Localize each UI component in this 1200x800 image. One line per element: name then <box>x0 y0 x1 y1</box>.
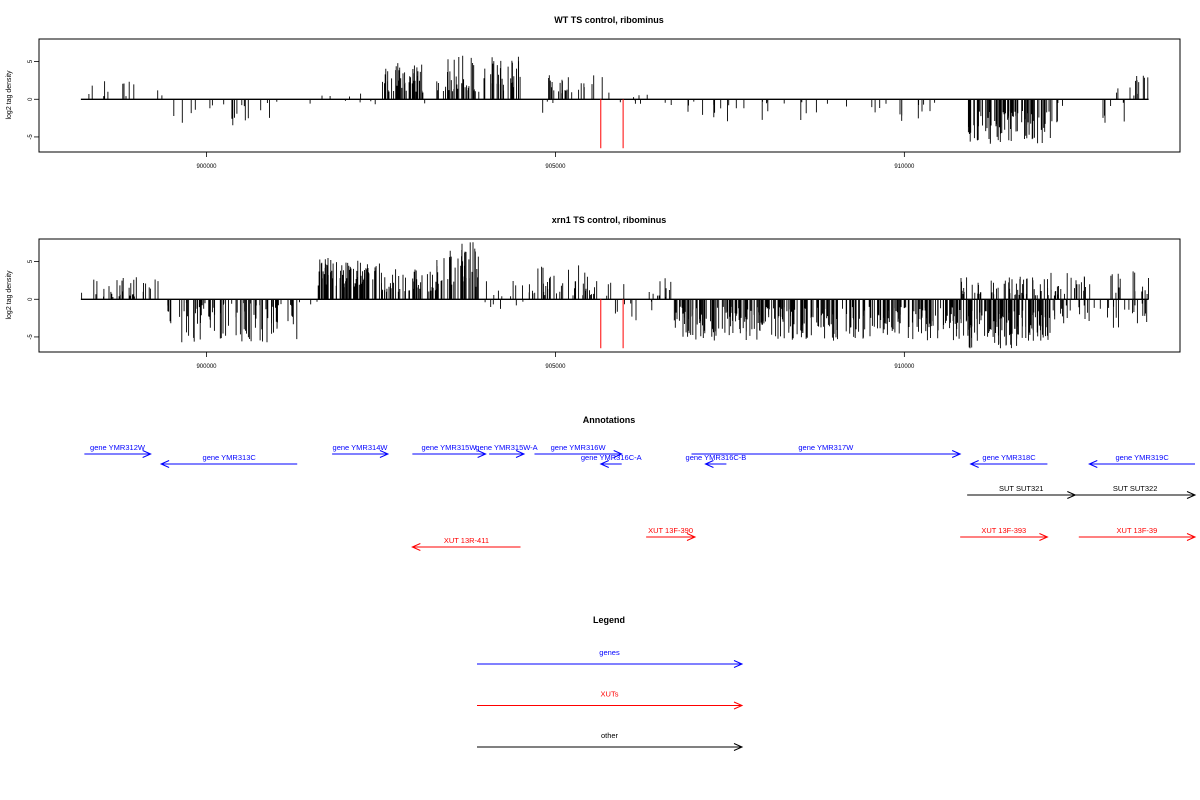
annotations-track: gene YMR312W gene YMR313C gene YMR314W gene… <box>84 443 1197 551</box>
xrn1-panel-title: xrn1 TS control, ribominus <box>552 215 667 225</box>
legend-arrowhead-XUTs <box>733 701 744 710</box>
annotation-arrowhead <box>613 450 623 458</box>
annotation-label: gene YMR313C <box>203 453 257 462</box>
xrn1-panel: xrn1 TS control, ribominus 900000 905000 9… <box>6 215 1181 370</box>
wt-x-tick-label: 905000 <box>545 164 566 170</box>
annotation-arrowhead <box>1039 533 1049 541</box>
annotations-title: Annotations <box>583 415 636 425</box>
legend-entries: genes XUTs other <box>477 648 744 751</box>
xrn1-plot-frame <box>38 238 1181 353</box>
annotation-label: XUT 13F-39 <box>1117 526 1158 535</box>
annotation-label: gene YMR316W <box>551 443 607 452</box>
annotation-arrowhead <box>686 533 697 541</box>
annotation-arrowhead <box>1067 491 1077 499</box>
xrn1-y-tick-label: -5 <box>28 334 34 340</box>
legend-label-XUTs: XUTs <box>601 690 619 699</box>
annotation-arrowhead <box>159 460 170 468</box>
annotation-arrowhead <box>515 450 526 458</box>
wt-x-tick-label: 910000 <box>894 164 915 170</box>
annotation-arrowhead <box>704 460 714 468</box>
annotation-arrowhead <box>1186 491 1197 499</box>
wt-y-tick-label: 5 <box>28 59 34 63</box>
annotation-arrowhead <box>142 450 152 458</box>
legend-arrowhead-other <box>733 743 744 751</box>
xrn1-x-tick-label: 905000 <box>545 364 566 370</box>
xrn1-y-axis-label: log2 tag density <box>6 270 13 320</box>
annotation-arrowhead <box>477 450 487 458</box>
annotation-label: SUT SUT321 <box>999 484 1043 493</box>
xrn1-y-tick-label: 0 <box>28 297 34 301</box>
annotation-arrowhead <box>599 460 609 468</box>
annotation-label: gene YMR317W <box>798 443 854 452</box>
annotation-label: SUT SUT322 <box>1113 484 1157 493</box>
annotation-label: XUT 13R-411 <box>444 536 489 545</box>
legend-label-other: other <box>601 731 619 740</box>
wt-signal-bars <box>88 55 1149 144</box>
annotation-label: gene YMR315W <box>422 443 478 452</box>
annotation-arrowhead <box>969 460 979 468</box>
annotation-label: gene YMR316C-B <box>686 453 747 462</box>
annotation-label: gene YMR314W <box>333 443 389 452</box>
annotation-arrowhead <box>951 450 962 458</box>
wt-panel: WT TS control, ribominus 900000 905000 910… <box>6 15 1181 170</box>
annotation-label: XUT 13F-390 <box>648 526 693 535</box>
annotation-arrowhead <box>1088 460 1098 468</box>
xrn1-x-tick-label: 910000 <box>894 364 915 370</box>
annotation-arrowhead <box>379 450 390 458</box>
wt-plot-frame <box>38 38 1181 153</box>
legend-label-genes: genes <box>599 648 620 657</box>
annotation-arrowhead <box>1186 533 1197 541</box>
annotation-label: gene YMR312W <box>90 443 146 452</box>
legend-panel: Legend genes XUTs other <box>477 615 744 751</box>
wt-panel-title: WT TS control, ribominus <box>554 15 664 25</box>
wt-x-tick-label: 900000 <box>196 164 217 170</box>
xrn1-y-tick-label: 5 <box>28 259 34 263</box>
legend-arrowhead-genes <box>733 660 744 668</box>
annotation-label: gene YMR319C <box>1116 453 1170 462</box>
wt-plot-area: 900000 905000 910000 -5 0 5 <box>28 55 1149 170</box>
wt-y-axis-label: log2 tag density <box>6 70 13 120</box>
annotation-label: XUT 13F-393 <box>981 526 1026 535</box>
xrn1-plot-area: 900000 905000 910000 -5 0 5 <box>28 242 1149 370</box>
xrn1-signal-bars <box>81 242 1149 349</box>
annotation-arrowhead <box>411 543 421 551</box>
annotation-label: gene YMR315W-A <box>475 443 537 452</box>
legend-title: Legend <box>593 615 625 625</box>
wt-y-tick-label: 0 <box>28 97 34 101</box>
wt-y-tick-label: -5 <box>28 134 34 140</box>
annotation-label: gene YMR318C <box>982 453 1036 462</box>
xrn1-x-tick-label: 900000 <box>196 364 217 370</box>
annotation-label: gene YMR316C-A <box>581 453 642 462</box>
